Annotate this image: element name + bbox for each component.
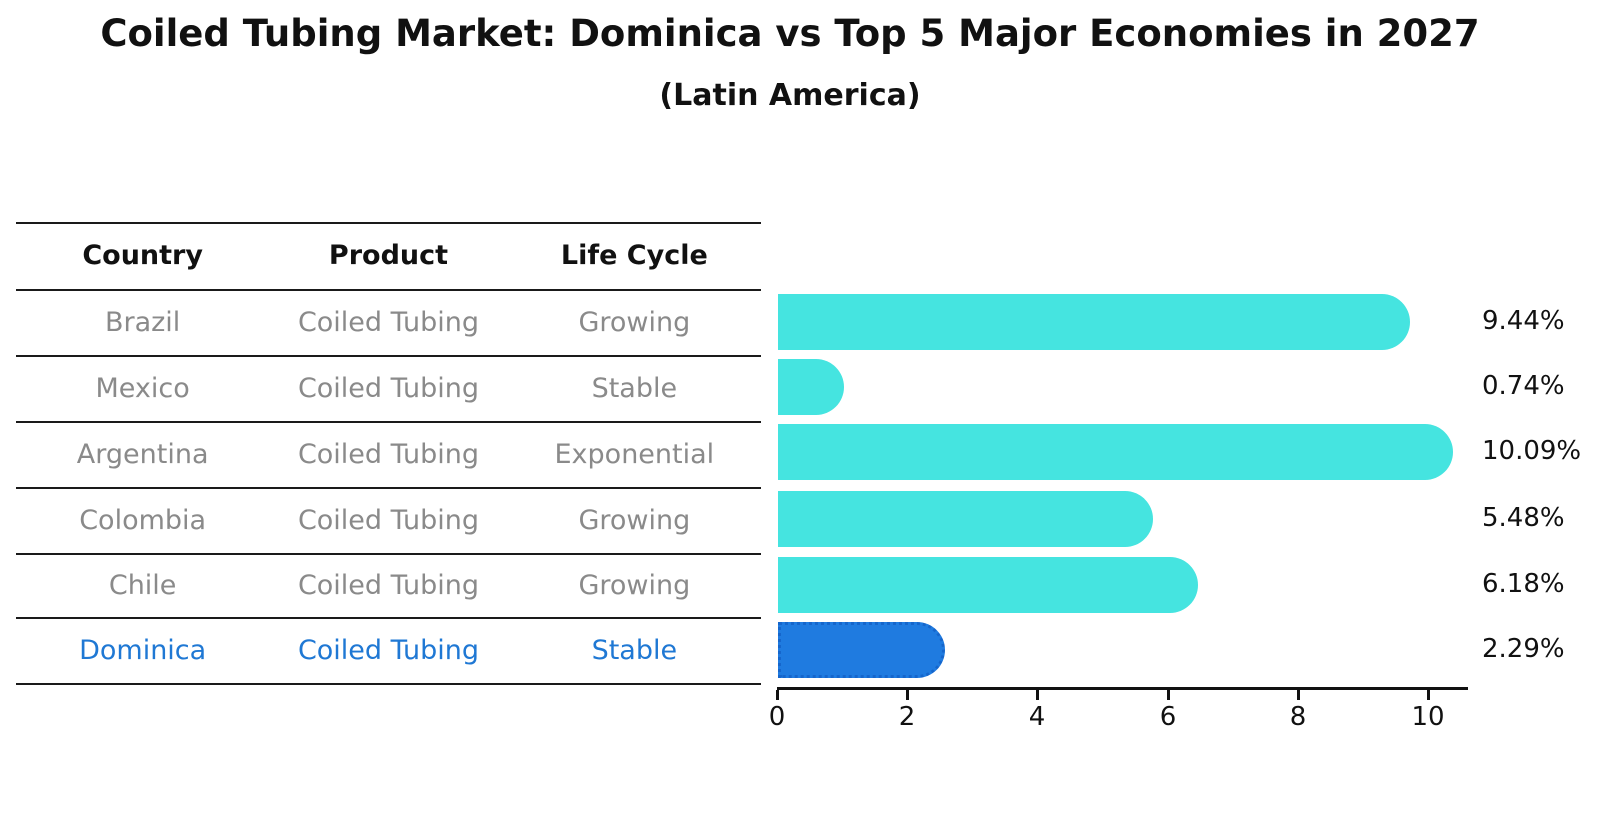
cell-life-cycle: Growing bbox=[578, 504, 691, 536]
bar-colombia bbox=[778, 491, 1153, 547]
table-line bbox=[16, 617, 761, 619]
value-label-chile: 6.18% bbox=[1482, 569, 1565, 599]
cell-life-cycle: Exponential bbox=[554, 438, 715, 470]
cell-product: Coiled Tubing bbox=[297, 372, 480, 404]
value-label-brazil: 9.44% bbox=[1482, 306, 1565, 336]
bar-mexico bbox=[778, 359, 844, 415]
table-row-brazil: Brazil Coiled Tubing Growing bbox=[16, 289, 761, 355]
x-tick-mark bbox=[1036, 690, 1039, 700]
value-label-argentina: 10.09% bbox=[1482, 436, 1582, 466]
chart-subtitle: (Latin America) bbox=[659, 78, 921, 113]
value-label-dominica: 2.29% bbox=[1482, 634, 1565, 664]
x-axis-line bbox=[777, 687, 1468, 690]
table-header-row: Country Product Life Cycle bbox=[16, 222, 761, 289]
bar-brazil bbox=[778, 294, 1410, 350]
x-tick-label: 8 bbox=[1289, 702, 1307, 732]
cell-life-cycle: Growing bbox=[578, 306, 691, 338]
table-line bbox=[16, 487, 761, 489]
table-row-colombia: Colombia Coiled Tubing Growing bbox=[16, 487, 761, 553]
value-label-colombia: 5.48% bbox=[1482, 503, 1565, 533]
bar-argentina bbox=[778, 424, 1453, 480]
x-tick-mark bbox=[906, 690, 909, 700]
x-tick-label: 2 bbox=[898, 702, 916, 732]
cell-product: Coiled Tubing bbox=[297, 634, 480, 666]
table-row-chile: Chile Coiled Tubing Growing bbox=[16, 553, 761, 617]
x-tick-label: 10 bbox=[1411, 702, 1445, 732]
table-row-mexico: Mexico Coiled Tubing Stable bbox=[16, 355, 761, 421]
data-table: Country Product Life Cycle Brazil Coiled… bbox=[16, 222, 761, 685]
column-header-product: Product bbox=[328, 240, 449, 271]
table-line bbox=[16, 553, 761, 555]
table-line bbox=[16, 683, 761, 685]
cell-product: Coiled Tubing bbox=[297, 569, 480, 601]
cell-country: Brazil bbox=[104, 306, 181, 338]
cell-life-cycle: Growing bbox=[578, 569, 691, 601]
x-tick-label: 4 bbox=[1028, 702, 1046, 732]
cell-country: Chile bbox=[108, 569, 177, 601]
x-tick-mark bbox=[1427, 690, 1430, 700]
x-tick-label: 0 bbox=[768, 702, 786, 732]
cell-country: Mexico bbox=[95, 372, 190, 404]
x-tick-mark bbox=[1167, 690, 1170, 700]
x-tick-label: 6 bbox=[1159, 702, 1177, 732]
table-line bbox=[16, 421, 761, 423]
column-header-country: Country bbox=[82, 240, 203, 271]
table-line bbox=[16, 289, 761, 291]
table-line bbox=[16, 222, 761, 224]
x-tick-mark bbox=[776, 690, 779, 700]
cell-life-cycle: Stable bbox=[591, 634, 678, 666]
bar-chile bbox=[778, 557, 1198, 613]
cell-country: Colombia bbox=[79, 504, 207, 536]
table-line bbox=[16, 355, 761, 357]
cell-product: Coiled Tubing bbox=[297, 306, 480, 338]
x-tick-mark bbox=[1297, 690, 1300, 700]
cell-product: Coiled Tubing bbox=[297, 504, 480, 536]
cell-product: Coiled Tubing bbox=[297, 438, 480, 470]
bar-dominica bbox=[778, 622, 945, 678]
chart-title: Coiled Tubing Market: Dominica vs Top 5 … bbox=[100, 12, 1480, 55]
table-row-dominica: Dominica Coiled Tubing Stable bbox=[16, 617, 761, 683]
cell-life-cycle: Stable bbox=[591, 372, 678, 404]
column-header-life-cycle: Life Cycle bbox=[560, 240, 708, 271]
cell-country: Argentina bbox=[76, 438, 209, 470]
cell-country: Dominica bbox=[79, 634, 207, 666]
value-label-mexico: 0.74% bbox=[1482, 371, 1565, 401]
table-row-argentina: Argentina Coiled Tubing Exponential bbox=[16, 421, 761, 487]
